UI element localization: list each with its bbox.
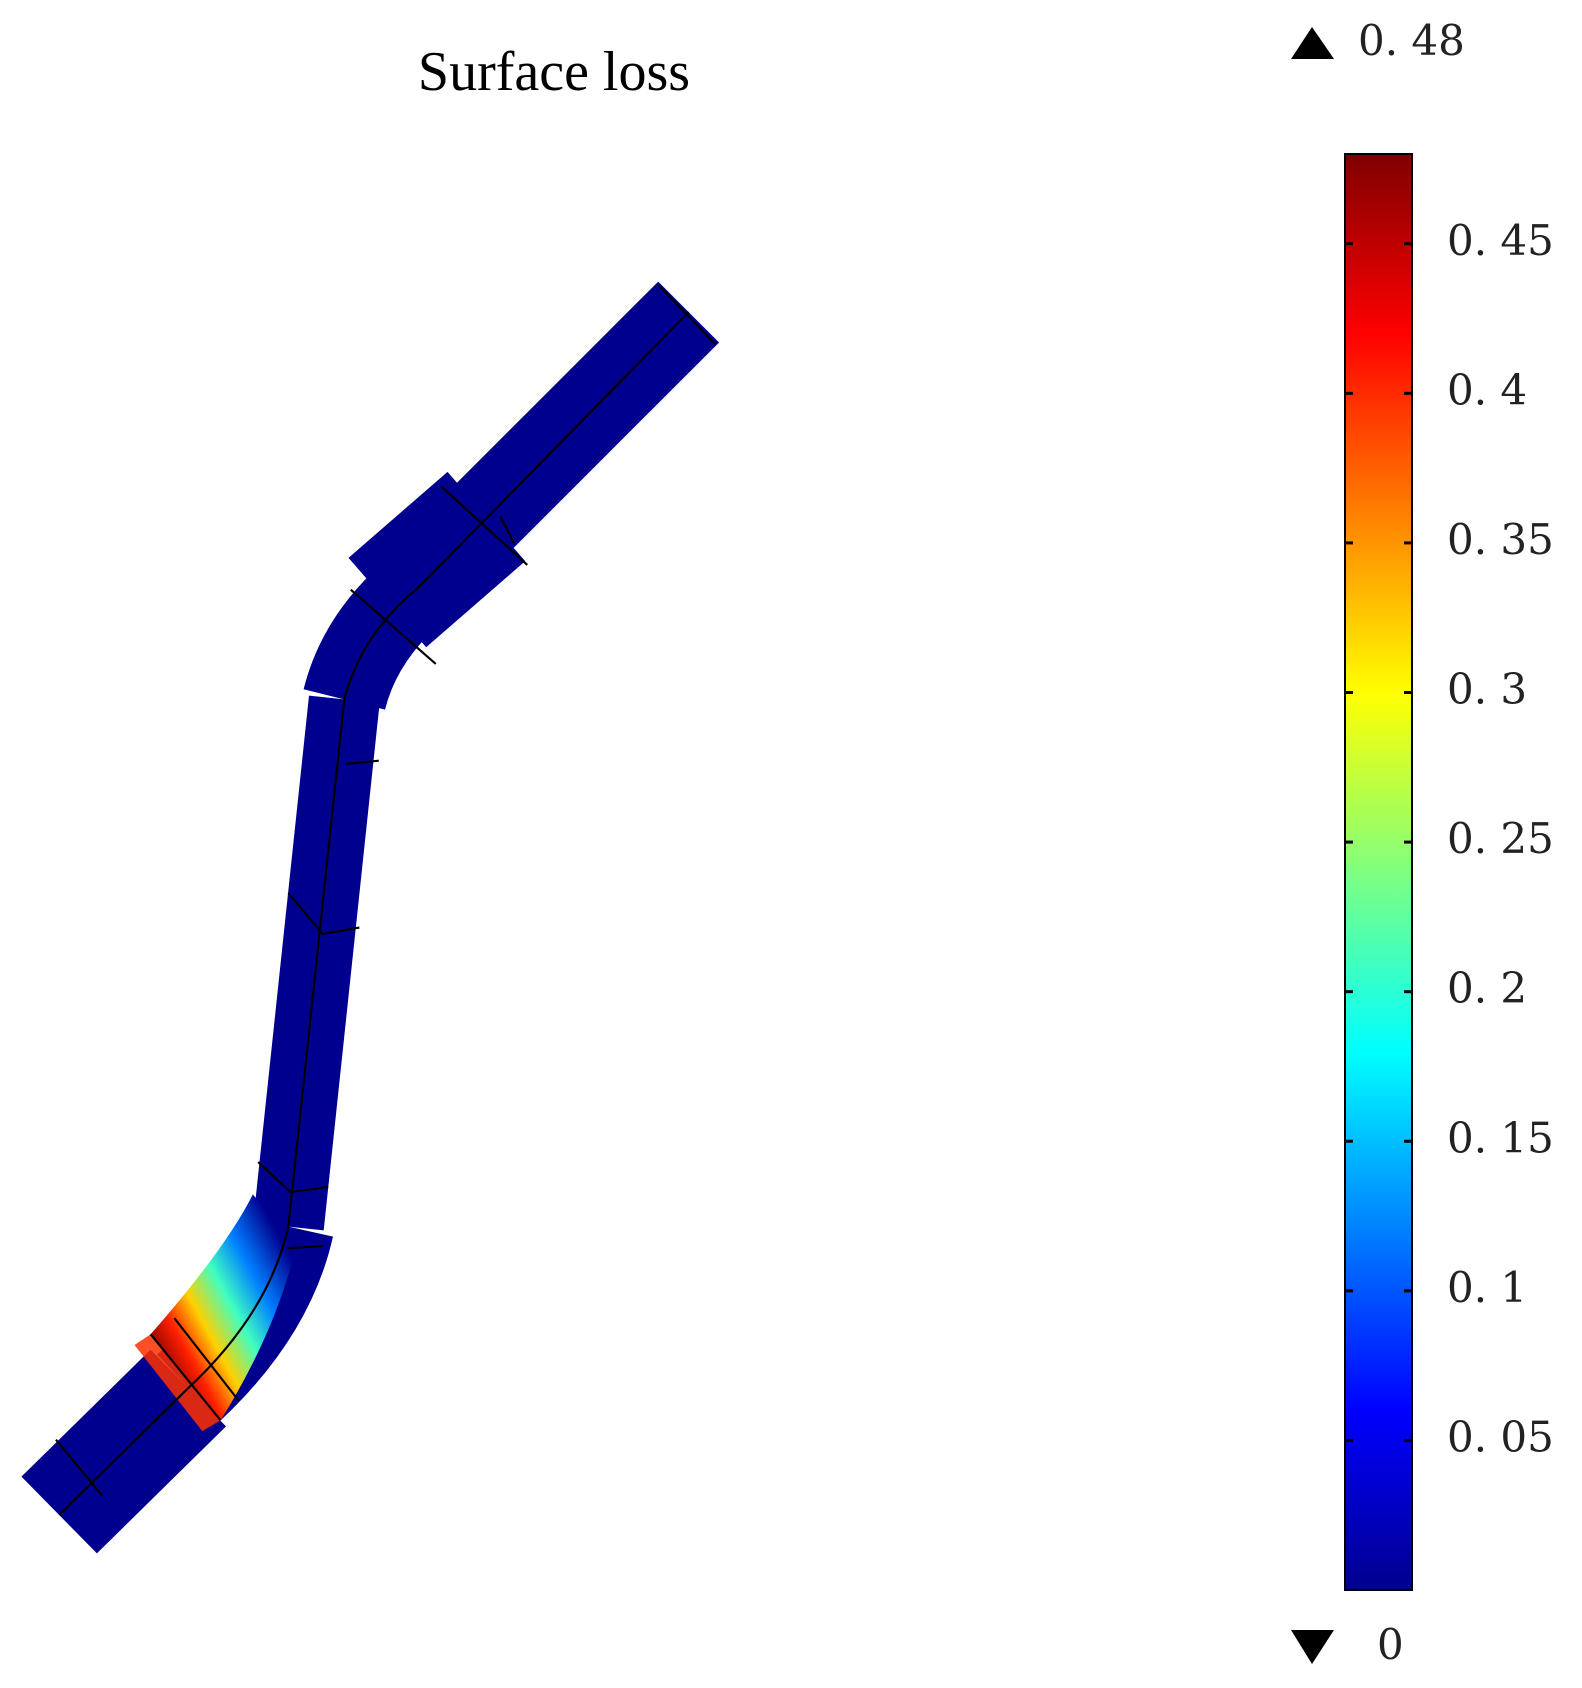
colorbar-tick-label: 0. 15 [1447,1113,1554,1162]
colorbar-tick-label: 0. 45 [1447,216,1554,265]
colorbar-scale [1344,153,1413,1591]
chart-title: Surface loss [418,41,690,103]
colorbar-tick-label: 0. 05 [1447,1412,1554,1461]
colorbar-tick-label: 0. 4 [1447,365,1527,414]
max-label: 0. 48 [1358,16,1465,65]
colorbar: 0. 05 0. 1 0. 15 0. 2 0. 25 0. 3 0. 35 0. 4 0. 4… [1291,16,1554,1669]
colorbar-tick-label: 0. 35 [1447,515,1554,564]
colorbar-tick-label: 0. 3 [1447,665,1527,714]
colorbar-tick-label: 0. 2 [1447,964,1527,1013]
max-marker [1291,27,1334,59]
pipe-geometry [21,281,720,1554]
min-marker [1291,1630,1334,1664]
colorbar-tick-label: 0. 1 [1447,1263,1527,1312]
min-label: 0 [1377,1620,1404,1669]
colorbar-tick-label: 0. 25 [1447,814,1554,863]
